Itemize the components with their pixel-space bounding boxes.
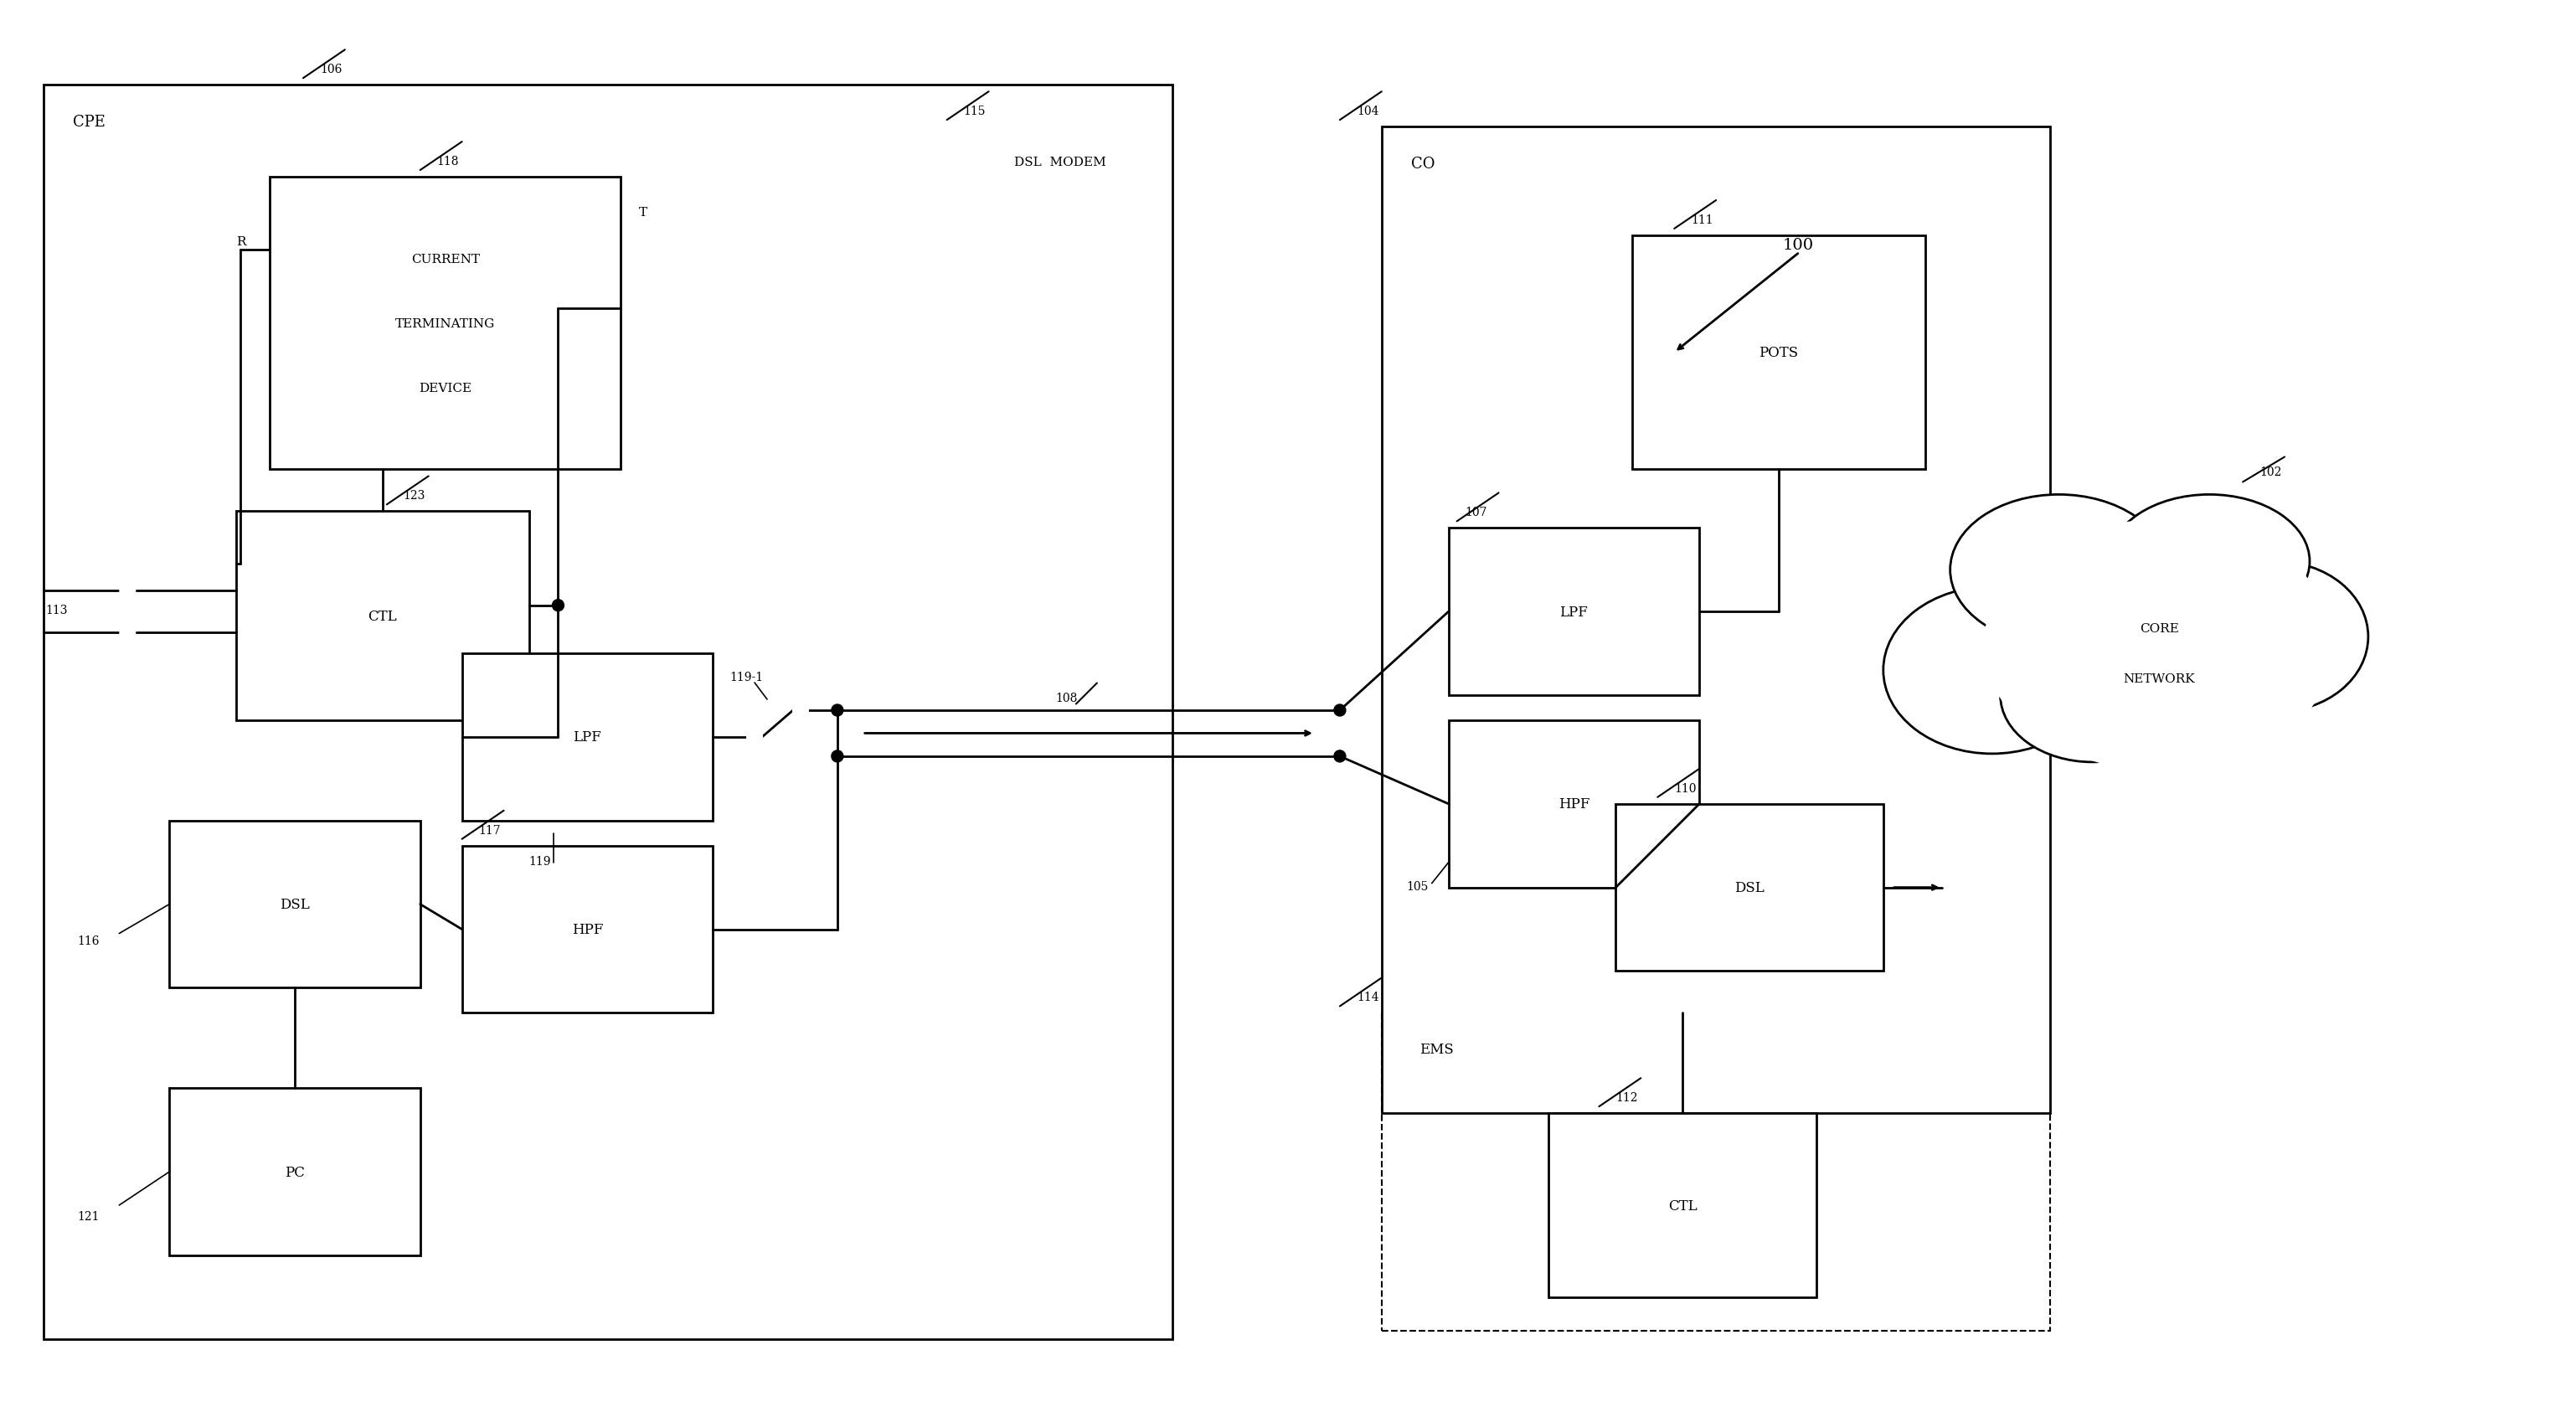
Text: 104: 104 xyxy=(1358,106,1378,117)
Circle shape xyxy=(793,704,809,718)
Text: 112: 112 xyxy=(1615,1092,1638,1103)
Circle shape xyxy=(1334,705,1345,716)
Text: 118: 118 xyxy=(438,156,459,167)
FancyBboxPatch shape xyxy=(1633,236,1924,470)
Text: 121: 121 xyxy=(77,1210,100,1223)
Text: TERMINATING: TERMINATING xyxy=(394,318,495,329)
Text: DSL: DSL xyxy=(281,898,309,912)
FancyBboxPatch shape xyxy=(1448,529,1700,695)
Text: CURRENT: CURRENT xyxy=(412,253,479,266)
Circle shape xyxy=(121,584,134,598)
FancyBboxPatch shape xyxy=(44,86,1172,1339)
Text: CORE: CORE xyxy=(2141,623,2179,635)
Text: 102: 102 xyxy=(2259,467,2282,478)
Ellipse shape xyxy=(2002,529,2318,763)
FancyBboxPatch shape xyxy=(461,846,714,1013)
Text: R: R xyxy=(237,236,247,248)
Ellipse shape xyxy=(2002,629,2184,763)
FancyBboxPatch shape xyxy=(1381,128,2050,1113)
Text: 105: 105 xyxy=(1406,881,1430,892)
Ellipse shape xyxy=(2110,495,2311,629)
FancyBboxPatch shape xyxy=(170,1088,420,1255)
Text: LPF: LPF xyxy=(1558,605,1589,619)
Text: 113: 113 xyxy=(46,605,67,616)
Circle shape xyxy=(551,599,564,612)
Text: NETWORK: NETWORK xyxy=(2123,673,2195,685)
FancyBboxPatch shape xyxy=(1448,720,1700,888)
Text: 110: 110 xyxy=(1674,782,1698,794)
Text: 119-1: 119-1 xyxy=(729,671,762,682)
Text: 108: 108 xyxy=(1056,692,1077,705)
FancyBboxPatch shape xyxy=(1548,1113,1816,1297)
Text: PC: PC xyxy=(286,1165,304,1179)
Text: 115: 115 xyxy=(963,106,987,117)
Text: 117: 117 xyxy=(479,825,500,836)
Text: EMS: EMS xyxy=(1419,1043,1453,1057)
Circle shape xyxy=(121,625,134,640)
Text: POTS: POTS xyxy=(1759,346,1798,360)
Text: CTL: CTL xyxy=(368,609,397,623)
Text: DEVICE: DEVICE xyxy=(420,383,471,394)
FancyBboxPatch shape xyxy=(461,654,714,820)
Text: DSL  MODEM: DSL MODEM xyxy=(1015,156,1105,169)
Text: 119: 119 xyxy=(528,855,551,867)
FancyBboxPatch shape xyxy=(270,177,621,470)
FancyBboxPatch shape xyxy=(1615,805,1883,971)
Ellipse shape xyxy=(1984,521,2334,771)
Text: CO: CO xyxy=(1412,156,1435,172)
Text: CPE: CPE xyxy=(72,115,106,129)
Text: CTL: CTL xyxy=(1669,1199,1698,1213)
Text: HPF: HPF xyxy=(572,923,603,937)
FancyBboxPatch shape xyxy=(170,820,420,988)
FancyBboxPatch shape xyxy=(237,512,528,720)
Text: 100: 100 xyxy=(1783,238,1814,253)
Text: 107: 107 xyxy=(1466,507,1486,518)
Circle shape xyxy=(1334,751,1345,763)
Text: LPF: LPF xyxy=(574,730,603,744)
Ellipse shape xyxy=(2184,561,2367,712)
FancyBboxPatch shape xyxy=(1381,1013,2050,1331)
Text: 116: 116 xyxy=(77,934,100,947)
Text: HPF: HPF xyxy=(1558,798,1589,812)
Circle shape xyxy=(747,730,762,744)
Text: 123: 123 xyxy=(404,490,425,502)
Circle shape xyxy=(832,751,842,763)
Text: T: T xyxy=(639,207,647,218)
Text: 106: 106 xyxy=(319,63,343,76)
Ellipse shape xyxy=(1883,587,2099,754)
Ellipse shape xyxy=(1950,495,2166,646)
Text: 111: 111 xyxy=(1690,214,1713,227)
Text: 114: 114 xyxy=(1358,992,1378,1003)
Text: DSL: DSL xyxy=(1734,881,1765,895)
Circle shape xyxy=(832,705,842,716)
FancyBboxPatch shape xyxy=(129,128,1131,1113)
